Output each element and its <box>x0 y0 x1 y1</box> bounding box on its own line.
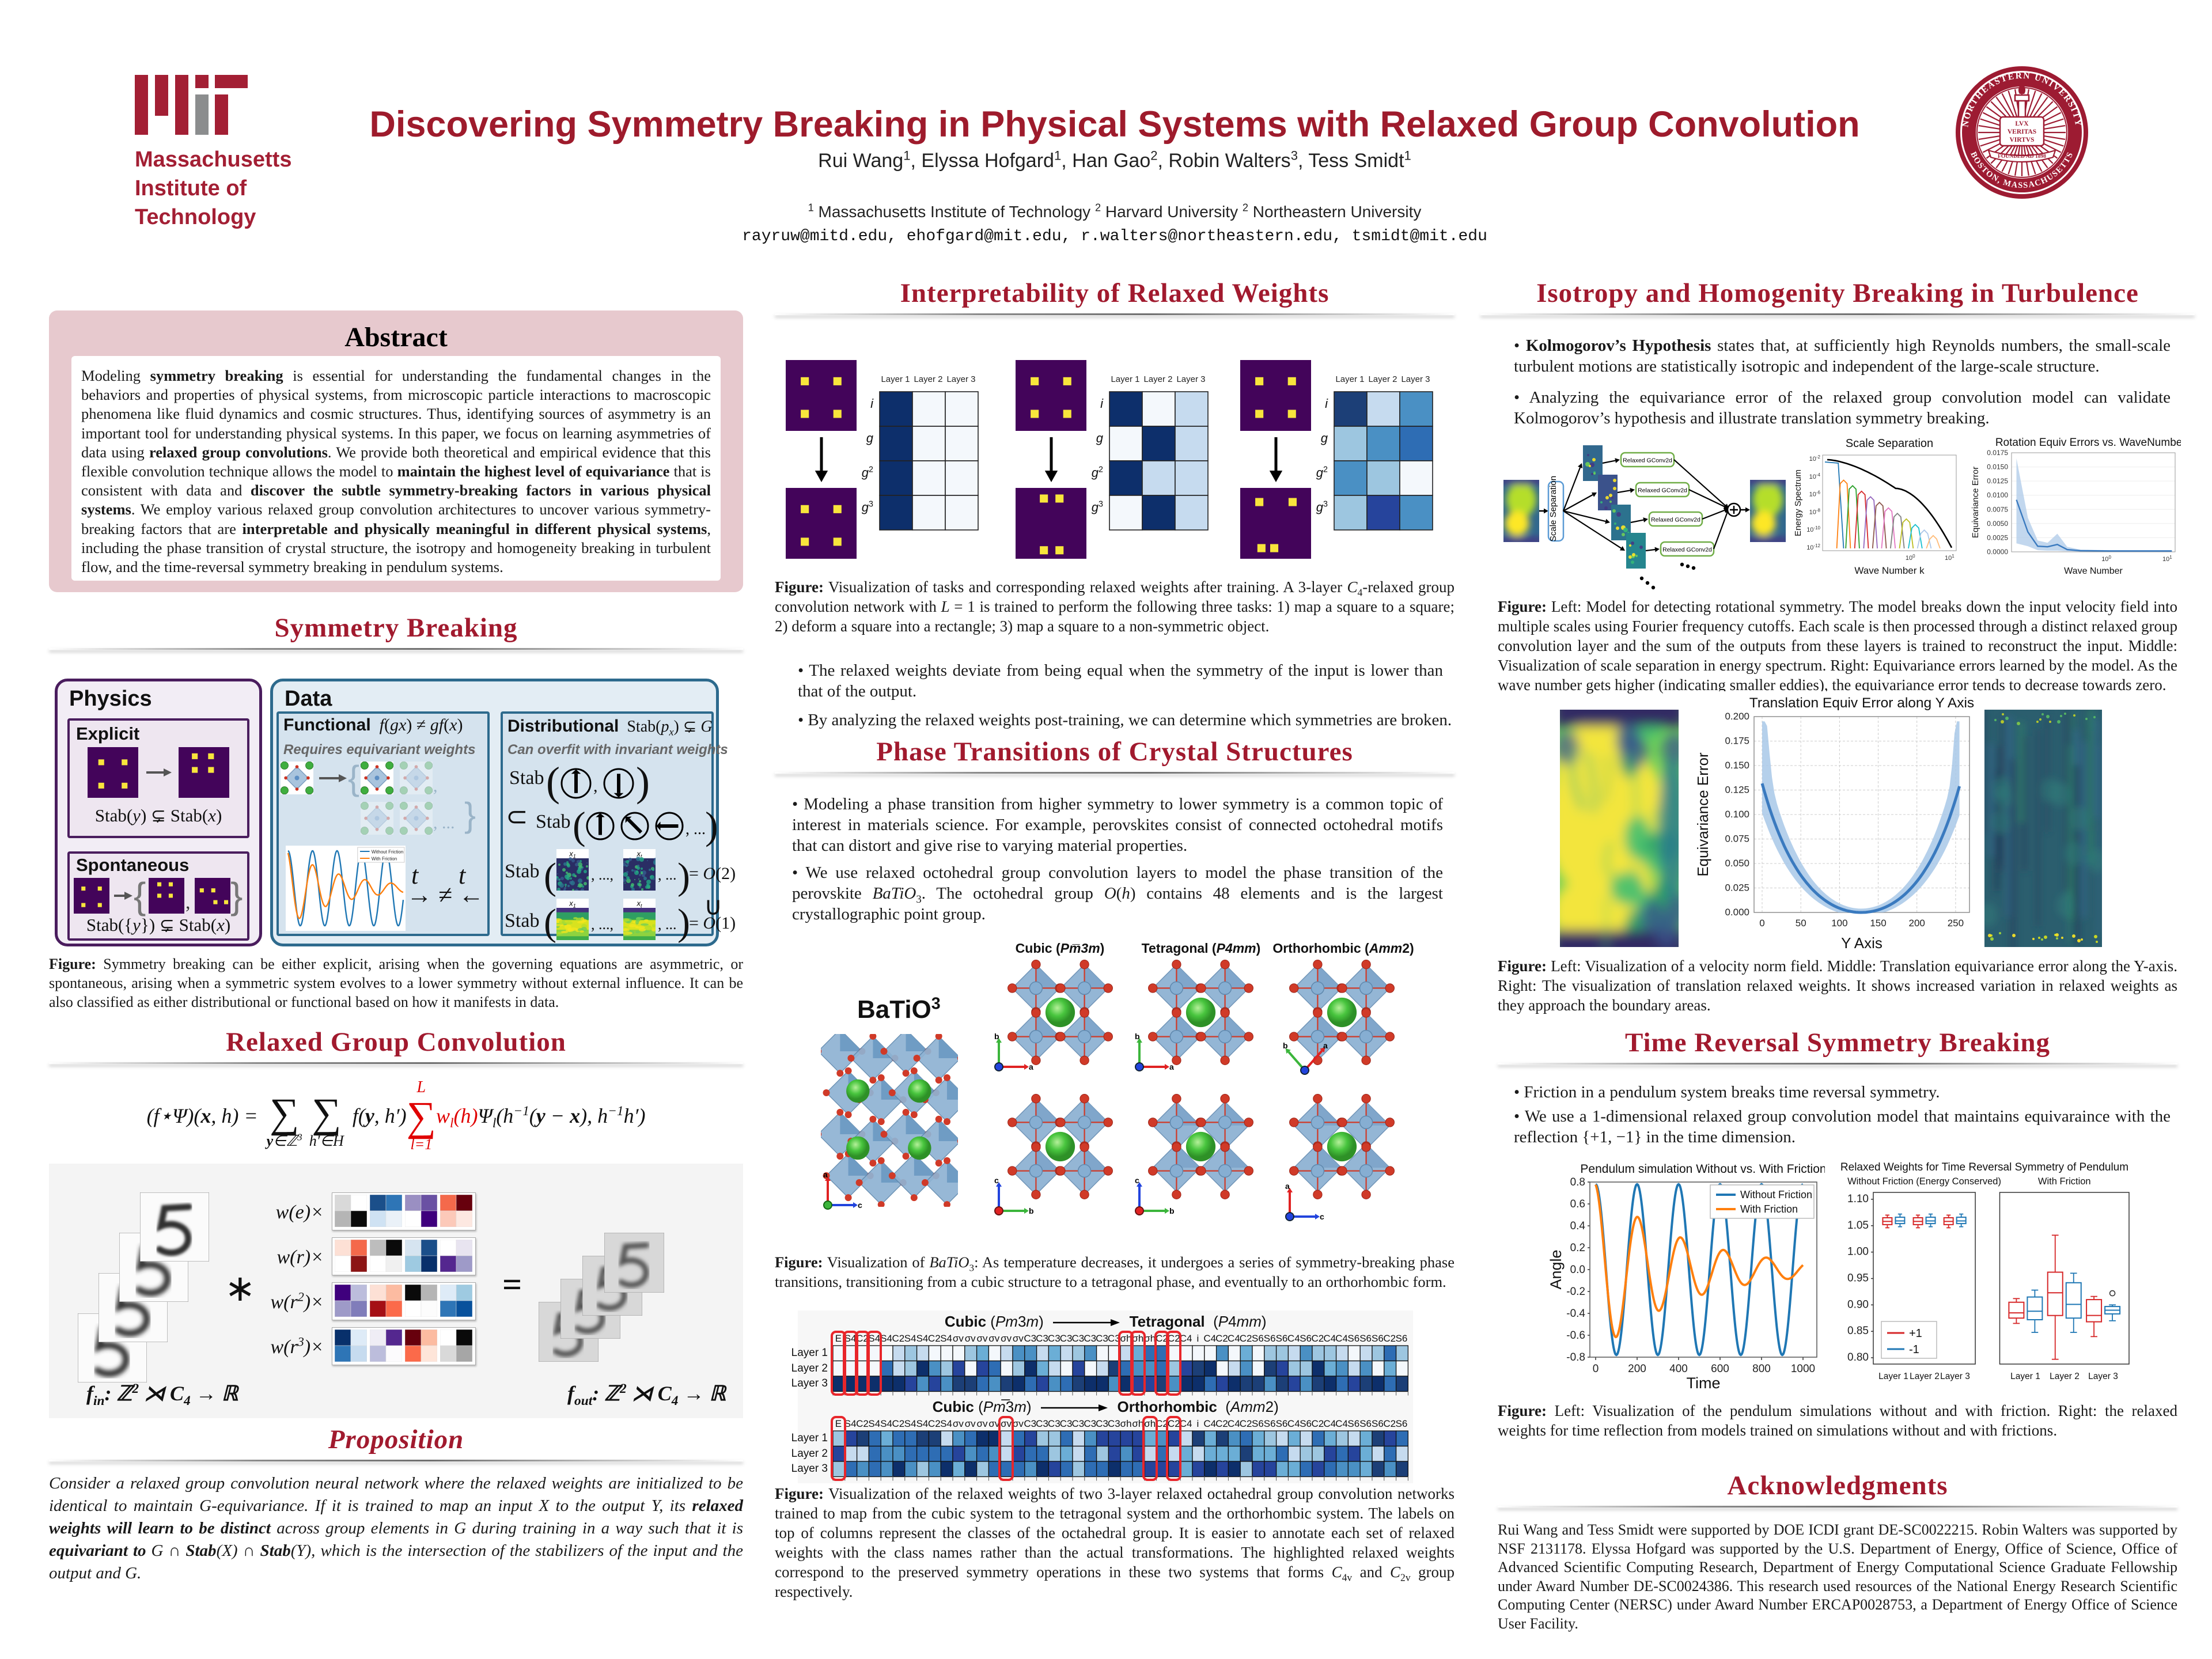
svg-text:a: a <box>823 1170 828 1179</box>
svg-text:600: 600 <box>1711 1363 1729 1375</box>
svg-text:1.00: 1.00 <box>1847 1246 1869 1258</box>
svg-text:0.0: 0.0 <box>1570 1264 1585 1276</box>
svg-text:Relaxed Weights for Time Rever: Relaxed Weights for Time Reversal Symmet… <box>1840 1161 2128 1173</box>
svg-text:0.2: 0.2 <box>1570 1242 1585 1254</box>
svg-text:Layer 2: Layer 2 <box>2050 1372 2080 1381</box>
svg-text:0.8: 0.8 <box>1570 1176 1585 1188</box>
svg-text:200: 200 <box>1909 918 1925 929</box>
svg-text:0.85: 0.85 <box>1847 1325 1869 1337</box>
svg-text:0: 0 <box>1593 1363 1599 1375</box>
svg-text:a: a <box>1169 1062 1174 1071</box>
svg-text:0.0100: 0.0100 <box>1987 491 2008 499</box>
svg-text:Energy Spectrum: Energy Spectrum <box>1793 469 1803 536</box>
svg-text:0.200: 0.200 <box>1725 711 1749 722</box>
svg-text:Rotation Equiv Errors vs. Wave: Rotation Equiv Errors vs. WaveNumbers <box>1995 437 2181 449</box>
svg-text:VERITAS: VERITAS <box>2008 128 2036 135</box>
svg-text:With Friction: With Friction <box>2038 1176 2091 1187</box>
svg-text:0.0025: 0.0025 <box>1987 533 2008 541</box>
svg-text:+1: +1 <box>1909 1327 1922 1340</box>
svg-text:b: b <box>994 1032 999 1041</box>
svg-text:1000: 1000 <box>1791 1363 1815 1375</box>
svg-text:Layer 3: Layer 3 <box>2088 1372 2118 1381</box>
svg-text:800: 800 <box>1752 1363 1771 1375</box>
svg-text:-0.4: -0.4 <box>1566 1308 1585 1320</box>
svg-text:-0.6: -0.6 <box>1566 1330 1585 1342</box>
svg-text:0.000: 0.000 <box>1725 907 1749 918</box>
svg-text:-0.8: -0.8 <box>1566 1351 1585 1363</box>
svg-text:Y Axis: Y Axis <box>1841 934 1883 952</box>
svg-text:0.0175: 0.0175 <box>1987 449 2008 457</box>
svg-text:0.075: 0.075 <box>1725 834 1749 844</box>
svg-text:0.150: 0.150 <box>1725 760 1749 771</box>
svg-text:Angle: Angle <box>1547 1249 1565 1289</box>
svg-text:Without Friction (Energy Conse: Without Friction (Energy Conserved) <box>1847 1176 2001 1187</box>
svg-text:Layer 1: Layer 1 <box>1878 1372 1908 1381</box>
svg-text:a: a <box>1323 1041 1328 1050</box>
svg-text:Equivariance Error: Equivariance Error <box>1971 467 1980 538</box>
svg-text:xt: xt <box>636 850 642 859</box>
svg-text:0.95: 0.95 <box>1847 1272 1869 1285</box>
svg-text:Layer 1: Layer 1 <box>2010 1372 2040 1381</box>
svg-text:50: 50 <box>1796 918 1806 929</box>
svg-text:c: c <box>858 1200 862 1210</box>
svg-text:Relaxed GConv2d: Relaxed GConv2d <box>1638 487 1687 494</box>
svg-text:-1: -1 <box>1909 1343 1919 1356</box>
svg-text:0.125: 0.125 <box>1725 785 1749 796</box>
svg-text:0.025: 0.025 <box>1725 882 1749 893</box>
svg-text:0.6: 0.6 <box>1570 1198 1585 1210</box>
svg-text:0: 0 <box>1759 918 1764 929</box>
svg-text:Equivariance Error: Equivariance Error <box>1694 752 1711 877</box>
svg-text:With Friction: With Friction <box>372 857 397 862</box>
svg-text:Without Friction: Without Friction <box>372 850 404 855</box>
svg-text:c: c <box>1320 1212 1324 1221</box>
svg-text:Wave Number k: Wave Number k <box>1854 565 1925 576</box>
svg-text:1.05: 1.05 <box>1847 1219 1869 1232</box>
svg-text:b: b <box>1283 1041 1288 1050</box>
svg-text:100: 100 <box>1831 918 1847 929</box>
svg-text:1.10: 1.10 <box>1847 1193 1869 1205</box>
svg-text:0.4: 0.4 <box>1570 1220 1586 1232</box>
svg-text:Without Friction: Without Friction <box>1740 1189 1812 1200</box>
svg-text:0.0150: 0.0150 <box>1987 463 2008 471</box>
svg-text:b: b <box>1135 1032 1140 1041</box>
svg-text:0.050: 0.050 <box>1725 858 1749 869</box>
svg-text:Layer 3: Layer 3 <box>1940 1372 1970 1381</box>
svg-text:0.100: 0.100 <box>1725 809 1749 820</box>
svg-text:b: b <box>1029 1206 1034 1215</box>
svg-text:Relaxed GConv2d: Relaxed GConv2d <box>1651 517 1700 524</box>
svg-text:0.0050: 0.0050 <box>1987 520 2008 528</box>
svg-text:FOUNDED AD 1898: FOUNDED AD 1898 <box>1998 154 2046 160</box>
svg-text:0.90: 0.90 <box>1847 1298 1869 1310</box>
svg-text:250: 250 <box>1948 918 1964 929</box>
svg-text:Relaxed GConv2d: Relaxed GConv2d <box>1623 457 1672 464</box>
svg-text:c: c <box>994 1176 999 1185</box>
svg-text:0.80: 0.80 <box>1847 1351 1869 1363</box>
svg-text:Wave Number: Wave Number <box>2064 566 2123 576</box>
svg-text:400: 400 <box>1669 1363 1688 1375</box>
svg-text:Relaxed GConv2d: Relaxed GConv2d <box>1662 547 1712 554</box>
svg-text:Scale Separation: Scale Separation <box>1548 476 1558 541</box>
svg-text:With Friction: With Friction <box>1740 1203 1798 1215</box>
svg-text:b: b <box>1169 1206 1175 1215</box>
svg-text:Scale Separation: Scale Separation <box>1846 437 1933 450</box>
svg-text:0.175: 0.175 <box>1725 736 1749 747</box>
svg-text:0.0075: 0.0075 <box>1987 505 2008 513</box>
svg-text:0.0125: 0.0125 <box>1987 477 2008 485</box>
svg-text:xt: xt <box>636 899 642 909</box>
svg-text:Layer 2: Layer 2 <box>1910 1372 1940 1381</box>
svg-text:c: c <box>1135 1176 1139 1185</box>
svg-text:-0.2: -0.2 <box>1566 1286 1585 1298</box>
svg-text:Time: Time <box>1687 1374 1721 1392</box>
svg-text:Pendulum simulation Without vs: Pendulum simulation Without vs. With Fri… <box>1580 1162 1825 1176</box>
svg-text:200: 200 <box>1628 1363 1646 1375</box>
svg-text:Translation Equiv Error along: Translation Equiv Error along Y Axis <box>1749 695 1974 711</box>
svg-text:a: a <box>1029 1062 1033 1071</box>
svg-text:150: 150 <box>1870 918 1886 929</box>
svg-text:LVX: LVX <box>2015 120 2029 127</box>
svg-text:0.0000: 0.0000 <box>1987 548 2008 556</box>
svg-text:a: a <box>1285 1181 1290 1191</box>
svg-text:VIRTVS: VIRTVS <box>2009 137 2034 143</box>
